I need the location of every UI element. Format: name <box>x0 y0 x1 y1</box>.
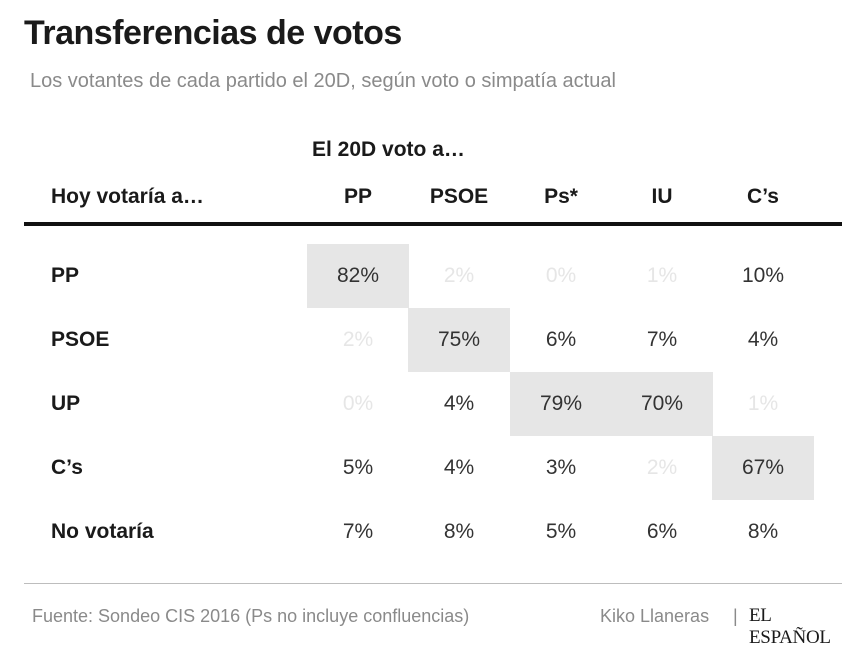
table-cell-r4-c4: 8% <box>747 520 779 543</box>
table-cell-r2-c3: 70% <box>611 372 713 436</box>
byline-separator: | <box>733 606 738 626</box>
table-cell-r4-c2: 5% <box>545 520 577 543</box>
row-label-0: PP <box>51 264 80 287</box>
el-espanol-logo: EL ESPAÑOL <box>749 605 831 648</box>
row-label-3: C’s <box>51 456 83 479</box>
column-header-0: PP <box>343 185 372 208</box>
table-cell-r3-c2: 3% <box>545 456 577 479</box>
table-cell-r2-c0: 0% <box>342 392 374 415</box>
footer-rule <box>24 583 842 584</box>
table-cell-r1-c0: 2% <box>342 328 374 351</box>
table-cell-r3-c0: 5% <box>342 456 374 479</box>
row-label-1: PSOE <box>51 328 110 351</box>
table-cell-r4-c0: 7% <box>342 520 374 543</box>
column-header-4: C’s <box>747 185 779 208</box>
table-cell-r2-c1: 4% <box>443 392 475 415</box>
row-header-label: Hoy votaría a… <box>51 185 204 208</box>
table-cell-r0-c0: 82% <box>307 244 409 308</box>
table-cell-r3-c1: 4% <box>443 456 475 479</box>
table-cell-r2-c4: 1% <box>747 392 779 415</box>
table-cell-r1-c4: 4% <box>747 328 779 351</box>
table-cell-r1-c1: 75% <box>408 308 510 372</box>
table-cell-r3-c4: 67% <box>712 436 814 500</box>
table-cell-r0-c2: 0% <box>545 264 577 287</box>
header-rule <box>24 222 842 226</box>
chart-title: Transferencias de votos <box>24 14 402 52</box>
table-cell-r1-c3: 7% <box>646 328 678 351</box>
author-byline: Kiko Llaneras <box>600 606 710 626</box>
table-cell-r0-c4: 10% <box>741 264 785 287</box>
row-label-4: No votaría <box>51 520 154 543</box>
table-cell-r3-c3: 2% <box>646 456 678 479</box>
row-label-2: UP <box>51 392 81 415</box>
chart-subtitle: Los votantes de cada partido el 20D, seg… <box>30 70 616 92</box>
column-header-3: IU <box>651 185 673 208</box>
table-cell-r2-c2: 79% <box>510 372 612 436</box>
table-cell-r4-c1: 8% <box>443 520 475 543</box>
table-cell-r0-c1: 2% <box>443 264 475 287</box>
column-header-1: PSOE <box>429 185 489 208</box>
column-group-label: El 20D voto a… <box>312 138 465 161</box>
column-header-2: Ps* <box>544 185 578 208</box>
table-cell-r4-c3: 6% <box>646 520 678 543</box>
table-cell-r0-c3: 1% <box>646 264 678 287</box>
table-cell-r1-c2: 6% <box>545 328 577 351</box>
source-note: Fuente: Sondeo CIS 2016 (Ps no incluye c… <box>32 606 470 626</box>
